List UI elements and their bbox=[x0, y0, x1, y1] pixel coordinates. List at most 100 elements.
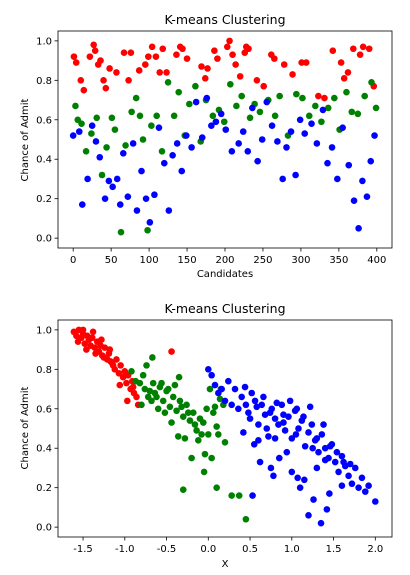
chart-1-cluster-1-point bbox=[232, 61, 239, 68]
chart-2-cluster-3-point bbox=[273, 399, 281, 407]
chart-2-cluster-3-point bbox=[258, 401, 266, 409]
chart-1-points bbox=[69, 37, 380, 236]
chart-1-cluster-1-point bbox=[280, 61, 288, 68]
chart-1-cluster-2-point bbox=[78, 120, 85, 128]
chart-2-cluster-3-point bbox=[305, 512, 312, 519]
chart-1-x-tick-label: 200 bbox=[215, 255, 234, 266]
chart-1-cluster-3-point bbox=[301, 130, 309, 137]
chart-2-x-tick-label: 2.0 bbox=[367, 544, 383, 555]
chart-1-cluster-2-point bbox=[128, 108, 135, 116]
chart-1-cluster-1-point bbox=[253, 77, 261, 84]
chart-1-y-tick-label: 0.2 bbox=[36, 194, 52, 205]
chart-2-cluster-3-point bbox=[338, 452, 346, 460]
chart-1-cluster-3-point bbox=[263, 98, 271, 106]
chart-2-y-tick-label: 0.0 bbox=[36, 523, 52, 534]
chart-2-cluster-3-point bbox=[308, 421, 316, 428]
chart-2-cluster-2-point bbox=[200, 468, 208, 476]
chart-1-cluster-3-point bbox=[254, 157, 261, 165]
chart-2-cluster-2-point bbox=[221, 439, 229, 446]
chart-2-cluster-2-point bbox=[189, 409, 197, 417]
chart-1-cluster-1-point bbox=[86, 53, 94, 60]
chart-2-cluster-3-point bbox=[221, 397, 229, 405]
chart-1-cluster-3-point bbox=[138, 167, 145, 175]
chart-1-cluster-2-point bbox=[305, 112, 313, 120]
chart-2-cluster-1-point bbox=[83, 346, 90, 353]
chart-2-cluster-3-point bbox=[253, 403, 261, 411]
chart-1-cluster-3-point bbox=[287, 128, 295, 135]
chart-1-cluster-1-point bbox=[72, 59, 80, 66]
chart-1-cluster-2-point bbox=[72, 102, 79, 110]
chart-2-cluster-3-point bbox=[358, 474, 366, 482]
chart-2-cluster-3-point bbox=[280, 411, 287, 418]
chart-2-cluster-2-point bbox=[136, 379, 144, 387]
chart-2-cluster-2-point bbox=[203, 405, 210, 413]
chart-2-cluster-1-point bbox=[89, 328, 97, 336]
chart-2-plot-frame bbox=[57, 319, 393, 538]
chart-2-x-tick-label: 1.5 bbox=[326, 544, 342, 555]
chart-1-cluster-2-point bbox=[108, 114, 116, 122]
chart-1-cluster-3-point bbox=[88, 122, 96, 129]
chart-2-cluster-1-point bbox=[108, 360, 116, 367]
chart-2-cluster-3-point bbox=[261, 411, 269, 418]
chart-2-cluster-2-point bbox=[188, 454, 195, 462]
chart-1-cluster-1-point bbox=[80, 86, 88, 94]
chart-2-cluster-3-point bbox=[338, 482, 346, 490]
chart-2-cluster-3-point bbox=[245, 409, 252, 417]
chart-2-cluster-3-point bbox=[205, 366, 212, 373]
chart-1-cluster-1-point bbox=[321, 94, 328, 102]
chart-1-cluster-2-point bbox=[164, 78, 172, 86]
chart-2-cluster-3-point bbox=[317, 519, 325, 527]
chart-2-cluster-1-point bbox=[124, 397, 131, 405]
chart-2-cluster-3-point bbox=[313, 464, 321, 472]
chart-1-cluster-3-point bbox=[228, 148, 236, 155]
chart-2-cluster-2-point bbox=[158, 379, 165, 387]
chart-1-cluster-2-point bbox=[136, 112, 144, 120]
chart-2-cluster-2-point bbox=[198, 431, 205, 438]
chart-2-cluster-3-point bbox=[301, 476, 308, 484]
chart-1-cluster-1-point bbox=[201, 75, 209, 82]
chart-1-y-tick-label: 0.4 bbox=[36, 155, 52, 166]
chart-1-cluster-3-point bbox=[192, 98, 200, 106]
chart-1-cluster-2-point bbox=[271, 112, 279, 120]
chart-1-cluster-1-point bbox=[91, 47, 99, 55]
chart-1-cluster-2-point bbox=[153, 112, 160, 120]
chart-2-cluster-2-point bbox=[183, 401, 190, 409]
chart-1-cluster-1-point bbox=[340, 75, 348, 82]
chart-2-cluster-2-point bbox=[161, 409, 169, 417]
chart-2-cluster-2-point bbox=[181, 435, 189, 442]
chart-1-cluster-2-point bbox=[122, 142, 129, 149]
chart-1-cluster-3-point bbox=[296, 116, 304, 124]
chart-1-cluster-3-point bbox=[116, 201, 124, 208]
chart-2-cluster-2-point bbox=[154, 405, 162, 413]
chart-1-cluster-1-point bbox=[113, 69, 120, 76]
chart-2-cluster-3-point bbox=[323, 506, 331, 513]
chart-2-y-axis-label: Chance of Admit bbox=[20, 386, 31, 469]
chart-2-x-tick-label: 0.0 bbox=[200, 544, 216, 555]
chart-1-cluster-3-point bbox=[355, 224, 362, 232]
chart-1-cluster-1-point bbox=[135, 67, 143, 74]
chart-2-y-tick-label: 0.2 bbox=[36, 483, 52, 494]
chart-1-cluster-3-point bbox=[274, 138, 281, 145]
chart-2-cluster-2-point bbox=[166, 403, 174, 411]
chart-1-x-tick-label: 0 bbox=[70, 255, 76, 266]
chart-2-cluster-2-point bbox=[174, 433, 182, 440]
chart-1-cluster-3-point bbox=[328, 144, 336, 151]
chart-2-cluster-3-point bbox=[260, 393, 267, 401]
chart-1-cluster-3-point bbox=[350, 197, 358, 204]
chart-2-cluster-3-point bbox=[295, 425, 302, 432]
chart-1-cluster-1-point bbox=[106, 65, 113, 72]
chart-1-x-tick-label: 250 bbox=[253, 255, 272, 266]
chart-1-cluster-1-point bbox=[298, 59, 305, 66]
chart-2-cluster-2-point bbox=[175, 373, 183, 381]
chart-2-cluster-3-point bbox=[265, 433, 272, 440]
chart-1-cluster-2-point bbox=[98, 171, 106, 179]
chart-1-cluster-3-point bbox=[212, 118, 220, 126]
chart-2-cluster-2-point bbox=[179, 486, 187, 493]
chart-2-cluster-3-point bbox=[345, 472, 352, 480]
chart-2-y-tick-label: 1.0 bbox=[36, 325, 52, 336]
chart-1-x-tick-label: 300 bbox=[291, 255, 310, 266]
chart-1-y-tick-label: 0.6 bbox=[36, 115, 52, 126]
chart-1-cluster-3-point bbox=[319, 106, 327, 114]
chart-2-cluster-2-point bbox=[168, 419, 175, 426]
chart-1-cluster-1-point bbox=[148, 43, 156, 51]
